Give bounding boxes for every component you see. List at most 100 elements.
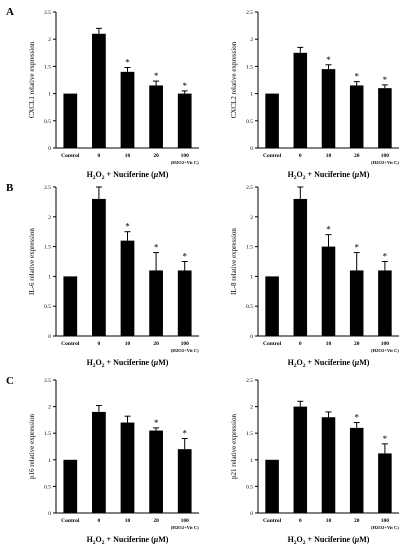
category-sublabel: (H2O2+Vit C): [171, 160, 199, 165]
category-label: 10: [125, 153, 131, 159]
category-label: 100: [381, 153, 390, 159]
category-label: 10: [326, 518, 332, 524]
y-axis-title: CXCL2 relative expression: [230, 41, 238, 118]
category-label: Control: [61, 341, 80, 347]
y-tick-label: 1.5: [44, 431, 51, 437]
bar: [293, 406, 308, 513]
y-tick-label: 0: [250, 146, 253, 152]
category-label: 20: [153, 153, 159, 159]
chart-3: 0 0.5 1 1.5 2 2.5 Control 0 * 10 * 20 * 100(H2O2+Vit …: [28, 185, 199, 369]
y-tick-label: 1.5: [246, 431, 253, 437]
y-tick-label: 2.5: [246, 185, 253, 191]
y-axis-title: IL-8 relative expression: [230, 228, 238, 295]
bar: [177, 449, 192, 513]
y-tick-label: 0.5: [246, 484, 253, 490]
category-label: 20: [354, 153, 360, 159]
category-label: 100: [181, 153, 190, 159]
category-label: 20: [153, 518, 159, 524]
x-axis-title: H2O2 + Nuciferine (μM): [87, 170, 169, 181]
significance-star: *: [354, 72, 359, 82]
significance-star: *: [154, 418, 159, 428]
x-axis-title: H2O2 + Nuciferine (μM): [288, 535, 370, 546]
y-tick-label: 1: [250, 92, 253, 98]
category-sublabel: (H2O2+Vit C): [371, 525, 399, 530]
significance-star: *: [383, 75, 388, 85]
bar: [92, 33, 106, 149]
bar: [120, 71, 135, 148]
significance-star: *: [154, 71, 159, 81]
bar: [177, 270, 192, 336]
y-tick-label: 1: [48, 458, 51, 464]
bar: [349, 85, 364, 148]
y-tick-label: 1: [250, 458, 253, 464]
significance-star: *: [354, 243, 359, 253]
panel-label-a: A: [6, 6, 14, 18]
category-label: Control: [61, 153, 80, 159]
bar: [378, 453, 392, 513]
y-tick-label: 1: [250, 274, 253, 280]
y-tick-label: 0.5: [246, 304, 253, 310]
significance-star: *: [354, 413, 359, 423]
category-label: Control: [263, 341, 282, 347]
x-axis-title: H2O2 + Nuciferine (μM): [288, 358, 370, 369]
bar: [349, 270, 364, 336]
bar: [265, 459, 279, 513]
y-tick-label: 1.5: [44, 64, 51, 70]
y-tick-label: 2.5: [44, 378, 51, 384]
bar: [378, 270, 392, 336]
panel-label-c: C: [6, 375, 14, 387]
y-tick-label: 1.5: [44, 245, 51, 251]
bar: [92, 411, 106, 513]
category-sublabel: (H2O2+Vit C): [371, 160, 399, 165]
y-tick-label: 0.5: [44, 304, 51, 310]
significance-star: *: [383, 434, 388, 444]
chart-4: 0 0.5 1 1.5 2 2.5 Control 0 * 10 * 20 * 100(H2O2+Vit …: [230, 185, 399, 369]
category-label: 0: [299, 518, 302, 524]
category-label: 20: [354, 341, 360, 347]
y-tick-label: 2: [250, 215, 253, 221]
y-tick-label: 1: [48, 92, 51, 98]
x-axis-title: H2O2 + Nuciferine (μM): [87, 535, 169, 546]
y-tick-label: 1: [48, 274, 51, 280]
bar: [321, 246, 336, 336]
y-tick-label: 0: [250, 511, 253, 517]
category-label: 0: [299, 153, 302, 159]
significance-star: *: [182, 429, 187, 439]
y-axis-title: IL-6 relative expression: [28, 228, 36, 295]
bar: [265, 276, 279, 336]
category-label: Control: [263, 518, 282, 524]
category-label: 100: [181, 341, 190, 347]
bar: [149, 270, 163, 336]
y-tick-label: 2: [250, 37, 253, 43]
bar: [63, 459, 78, 513]
x-axis-title: H2O2 + Nuciferine (μM): [87, 358, 169, 369]
bar: [321, 69, 336, 148]
bar: [265, 93, 279, 148]
category-label: 0: [98, 153, 101, 159]
bar: [92, 198, 106, 336]
category-label: 100: [381, 341, 390, 347]
category-label: 10: [125, 341, 131, 347]
category-sublabel: (H2O2+Vit C): [171, 348, 199, 353]
y-tick-label: 2: [48, 405, 51, 411]
y-tick-label: 0: [48, 146, 51, 152]
bar: [149, 430, 163, 513]
y-tick-label: 0: [48, 334, 51, 340]
category-label: 0: [98, 518, 101, 524]
category-label: 100: [181, 518, 190, 524]
category-label: 10: [326, 341, 332, 347]
y-tick-label: 2.5: [246, 10, 253, 16]
y-axis-title: CXCL1 relative expression: [28, 41, 36, 118]
y-tick-label: 2: [250, 405, 253, 411]
y-tick-label: 0: [48, 511, 51, 517]
y-tick-label: 0.5: [44, 484, 51, 490]
y-tick-label: 2.5: [44, 185, 51, 191]
y-axis-title: p16 relative expression: [28, 414, 36, 479]
bar: [293, 198, 308, 336]
significance-star: *: [182, 252, 187, 262]
bar: [120, 422, 135, 513]
chart-1: 0 0.5 1 1.5 2 2.5 Control 0 * 10 * 20 * 100(H2O2+Vit …: [28, 10, 199, 181]
category-label: 0: [299, 341, 302, 347]
bar: [293, 52, 308, 148]
